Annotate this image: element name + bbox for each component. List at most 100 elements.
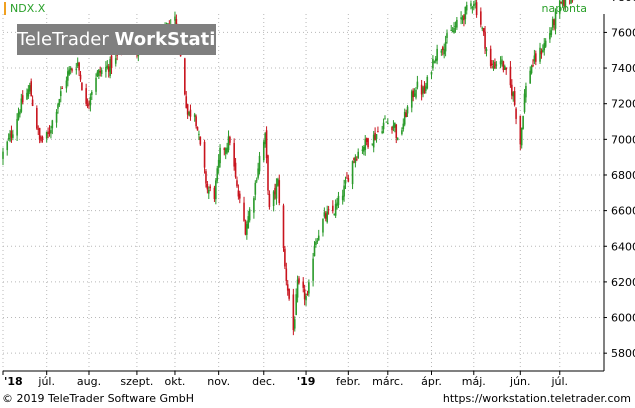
candle-body bbox=[229, 137, 231, 143]
candle-body bbox=[7, 137, 10, 139]
y-tick-label: 7400 bbox=[611, 62, 635, 75]
candle-body bbox=[105, 66, 107, 72]
candle-body bbox=[308, 282, 310, 294]
candle-body bbox=[484, 31, 486, 49]
period-label[interactable]: naponta bbox=[541, 2, 587, 15]
candle-body bbox=[274, 187, 276, 195]
candle-body bbox=[472, 4, 475, 7]
candle-body bbox=[277, 178, 279, 186]
candle-body bbox=[213, 187, 216, 200]
axes: 5800 6000 6200 6400 6600 6800 7000 7200 7400 7600… bbox=[2, 0, 635, 388]
candle-body bbox=[363, 146, 365, 152]
candle-body bbox=[434, 58, 437, 62]
candle-body bbox=[441, 47, 444, 51]
candle-body bbox=[6, 141, 9, 151]
candle-body bbox=[402, 123, 405, 130]
candle-body bbox=[464, 6, 467, 20]
candle-body bbox=[465, 5, 468, 11]
x-tick-label: '18 bbox=[4, 375, 23, 388]
candle-body bbox=[361, 149, 364, 151]
candle-body bbox=[302, 281, 305, 288]
candle-body bbox=[107, 66, 110, 72]
candle-body bbox=[553, 19, 555, 26]
candle-body bbox=[262, 141, 265, 161]
candle-body bbox=[31, 99, 34, 107]
candle-body bbox=[78, 62, 80, 71]
candle-body bbox=[432, 58, 434, 69]
y-tick-label: 5800 bbox=[611, 347, 635, 360]
candle-body bbox=[426, 76, 429, 89]
candle-body bbox=[326, 211, 328, 223]
candle-body bbox=[65, 80, 68, 89]
candle-body bbox=[199, 136, 202, 145]
candle-body bbox=[367, 138, 369, 148]
candle-body bbox=[401, 130, 403, 135]
candle-body bbox=[20, 98, 23, 112]
candle-body bbox=[95, 77, 97, 92]
candle-body bbox=[21, 95, 24, 103]
candle-body bbox=[461, 17, 464, 20]
candle-body bbox=[492, 65, 495, 69]
candle-body bbox=[219, 147, 221, 164]
candle-body bbox=[333, 213, 336, 215]
candle-body bbox=[288, 288, 290, 299]
candle-body bbox=[285, 268, 288, 281]
candle-body bbox=[347, 178, 350, 182]
x-tick-label: aug. bbox=[77, 375, 101, 388]
candle-body bbox=[12, 134, 14, 138]
website-link[interactable]: https://workstation.teletrader.com bbox=[442, 392, 631, 405]
candle-body bbox=[258, 155, 261, 172]
candle-body bbox=[76, 62, 79, 67]
candle-body bbox=[563, 0, 565, 7]
candle-body bbox=[344, 179, 347, 184]
candle-body bbox=[495, 64, 498, 66]
candle-body bbox=[10, 131, 13, 138]
x-tick-label: júl. bbox=[37, 375, 55, 388]
candle-body bbox=[59, 91, 62, 97]
candle-body bbox=[88, 102, 90, 104]
candle-body bbox=[38, 127, 41, 140]
candle-body bbox=[254, 182, 257, 195]
candle-body bbox=[209, 186, 211, 189]
candle-body bbox=[542, 49, 544, 53]
candle-body bbox=[529, 70, 531, 84]
candle-body bbox=[324, 213, 327, 219]
candle-body bbox=[387, 122, 389, 125]
candle-body bbox=[391, 126, 393, 131]
candle-body bbox=[223, 148, 226, 151]
candle-body bbox=[525, 86, 527, 98]
candle-body bbox=[28, 85, 31, 92]
candle-body bbox=[81, 82, 83, 91]
candle-body bbox=[224, 148, 227, 154]
candle-body bbox=[365, 138, 368, 143]
candle-body bbox=[450, 29, 453, 31]
candle-body bbox=[100, 70, 103, 74]
x-tick-label: febr. bbox=[336, 375, 361, 388]
candle-body bbox=[253, 198, 255, 213]
candle-body bbox=[17, 112, 20, 120]
candle-body bbox=[284, 248, 286, 267]
candle-body bbox=[385, 121, 388, 123]
candle-body bbox=[27, 89, 30, 97]
candle-body bbox=[416, 81, 419, 88]
candle-body bbox=[341, 195, 344, 201]
candle-body bbox=[436, 48, 438, 61]
candle-body bbox=[195, 116, 197, 127]
y-tick-label: 6600 bbox=[611, 205, 635, 218]
candle-body bbox=[198, 133, 200, 135]
candle-body bbox=[405, 112, 407, 118]
candle-body bbox=[564, 0, 567, 8]
candle-body bbox=[523, 93, 526, 112]
candle-body bbox=[205, 171, 207, 184]
y-tick-label: 7800 bbox=[611, 0, 635, 4]
candle-body bbox=[332, 205, 334, 212]
candle-body bbox=[440, 50, 443, 53]
y-tick-label: 6000 bbox=[611, 312, 635, 325]
candle-body bbox=[234, 162, 237, 177]
candle-body bbox=[286, 284, 289, 291]
x-tick-label: '19 bbox=[297, 375, 316, 388]
watermark-logo: TeleTrader WorkStation bbox=[17, 24, 241, 55]
candle-body bbox=[489, 48, 492, 66]
candle-body bbox=[216, 168, 219, 181]
